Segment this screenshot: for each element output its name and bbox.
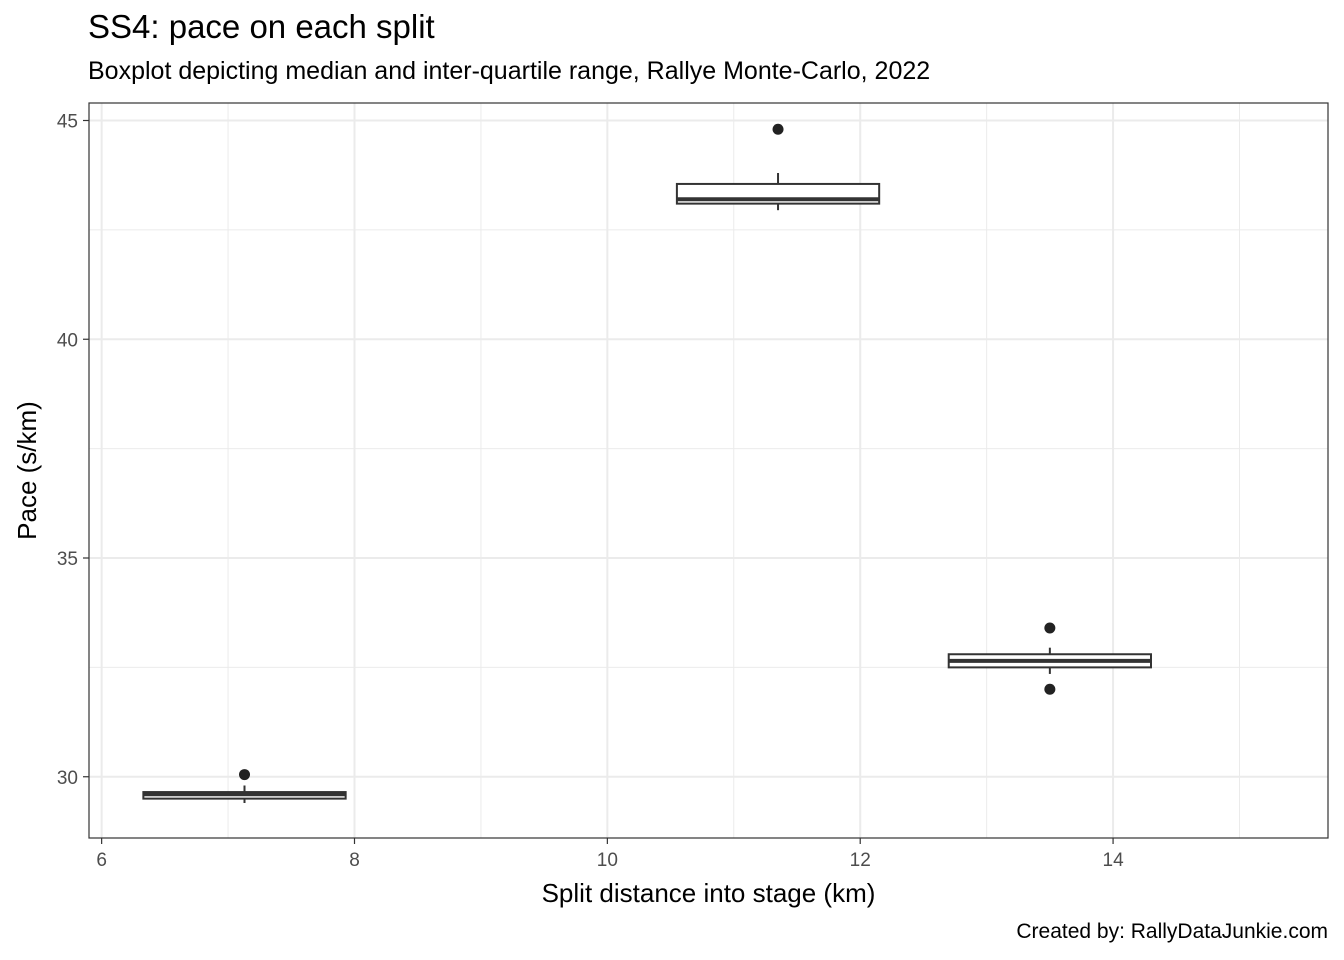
x-tick-label: 6 xyxy=(96,850,107,871)
outlier-point xyxy=(1044,622,1056,634)
plot-panel-border xyxy=(88,102,1329,839)
y-tick-label: 30 xyxy=(57,768,78,789)
major-gridlines xyxy=(89,103,1328,838)
boxplot xyxy=(142,769,347,803)
chart-subtitle: Boxplot depicting median and inter-quart… xyxy=(88,57,931,85)
x-axis-title: Split distance into stage (km) xyxy=(542,878,876,908)
outlier-point xyxy=(239,769,251,781)
minor-gridlines xyxy=(89,103,1328,838)
outlier-point xyxy=(772,123,784,135)
boxplot xyxy=(675,123,881,211)
x-tick-label: 14 xyxy=(1103,850,1125,871)
box-series xyxy=(142,123,1153,803)
y-tick-label: 35 xyxy=(57,549,78,570)
axis-ticks: 6 8 10 12 14 30 35 40 45 xyxy=(57,112,1124,872)
y-tick-label: 40 xyxy=(57,330,78,351)
outlier-point xyxy=(1044,683,1056,695)
x-tick-label: 12 xyxy=(850,850,871,871)
x-tick-label: 10 xyxy=(597,850,618,871)
boxplot xyxy=(947,622,1153,695)
chart-caption: Created by: RallyDataJunkie.com xyxy=(1016,920,1328,943)
y-axis-title: Pace (s/km) xyxy=(12,401,42,540)
y-tick-label: 45 xyxy=(57,112,78,133)
x-tick-label: 8 xyxy=(349,850,360,871)
chart-title: SS4: pace on each split xyxy=(88,8,435,45)
